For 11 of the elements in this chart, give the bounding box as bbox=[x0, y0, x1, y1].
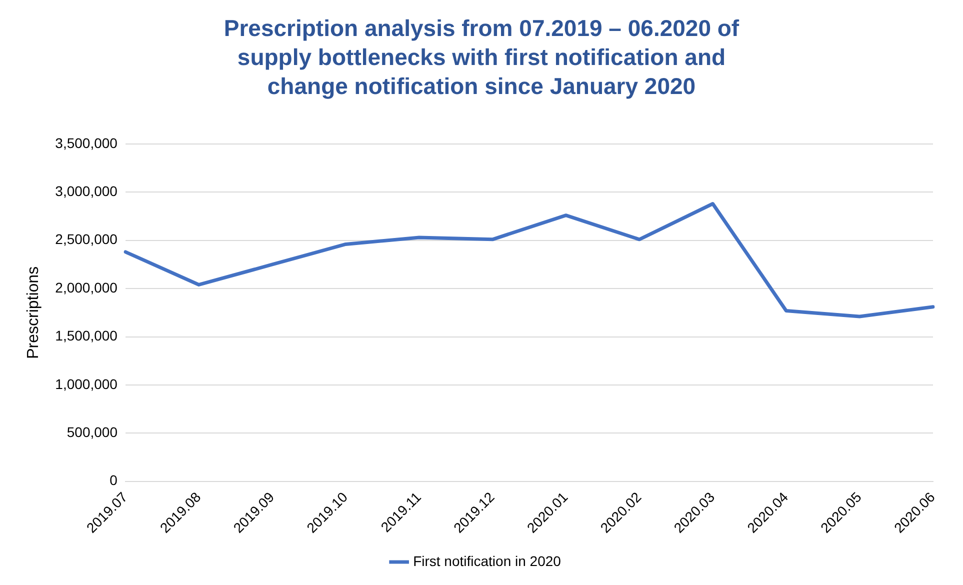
y-tick-label: 2,000,000 bbox=[55, 279, 118, 296]
y-axis-title: Prescriptions bbox=[25, 266, 42, 359]
chart-title: Prescription analysis from 07.2019 – 06.2020 of supply bottlenecks with first notification and change notification since January 2020 bbox=[222, 14, 740, 101]
y-tick-label: 500,000 bbox=[66, 424, 118, 440]
y-tick-label: 1,500,000 bbox=[55, 328, 118, 344]
y-tick-label: 1,000,000 bbox=[55, 376, 118, 392]
y-tick-label: 0 bbox=[110, 472, 118, 488]
y-tick-label: 3,000,000 bbox=[55, 183, 118, 200]
legend-label: First notification in 2020 bbox=[413, 552, 562, 569]
y-tick-label: 2,500,000 bbox=[55, 231, 118, 248]
y-tick-label: 3,500,000 bbox=[55, 134, 118, 151]
